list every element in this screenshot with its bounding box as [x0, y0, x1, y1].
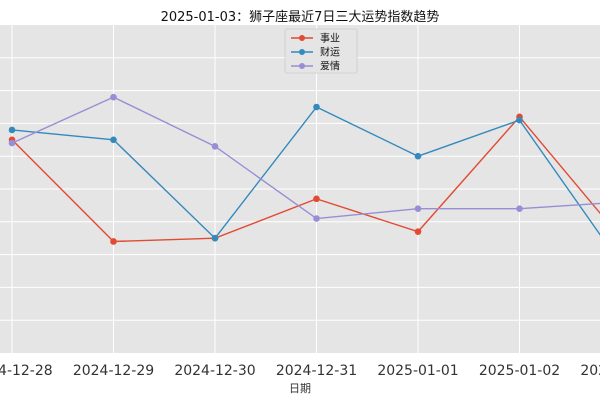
legend-label: 事业 [320, 32, 340, 45]
x-tick-label: 2024-12-31 [276, 363, 357, 379]
data-point [414, 152, 422, 160]
x-tick-label: 2025-01-03 [580, 363, 600, 379]
data-point [110, 136, 117, 144]
data-point [414, 228, 422, 235]
series-layer [8, 93, 600, 245]
data-point [110, 238, 117, 245]
data-point [211, 234, 219, 242]
data-point [516, 116, 523, 124]
legend-swatch-marker [299, 63, 305, 69]
data-point [8, 139, 16, 147]
chart-title: 2025-01-03：狮子座最近7日三大运势指数趋势 [160, 10, 440, 25]
data-point [414, 205, 422, 212]
x-tick-label: 2025-01-01 [377, 363, 458, 379]
legend-label: 财运 [320, 46, 340, 59]
legend-label: 爱情 [320, 60, 340, 73]
legend-swatch-marker [299, 49, 305, 55]
data-point [110, 93, 117, 101]
data-point [313, 103, 320, 111]
data-point [313, 195, 320, 203]
data-point [313, 215, 320, 222]
x-tick-label: 2025-01-02 [479, 363, 560, 379]
x-axis-label: 日期 [289, 382, 311, 395]
x-tick-labels: 2024-12-28 2024-12-29 2024-12-30 2024-12-31… [0, 363, 600, 379]
legend-swatch-marker [299, 35, 305, 41]
data-point [211, 143, 219, 150]
x-tick-label: 2024-12-29 [73, 363, 154, 379]
data-point [8, 126, 16, 134]
y-gridlines [0, 57, 600, 321]
x-tick-label: 2024-12-28 [0, 363, 53, 379]
x-tick-label: 2024-12-30 [174, 363, 255, 379]
data-point [516, 205, 523, 212]
